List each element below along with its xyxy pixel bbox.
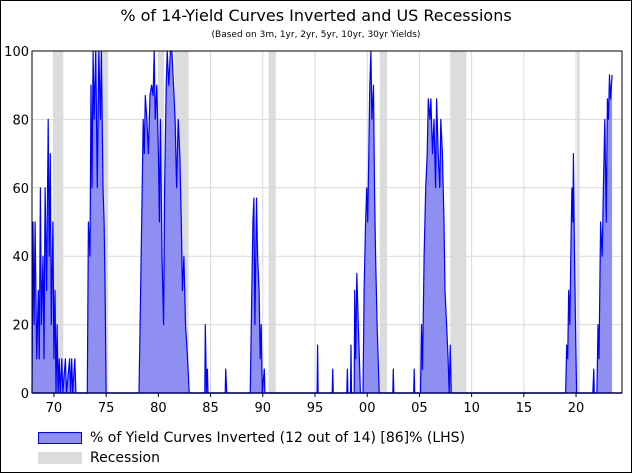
legend-swatch-series	[38, 432, 82, 444]
x-tick-label-9: 15	[516, 401, 533, 416]
recession-band-5	[268, 51, 276, 393]
y-tick-label-0: 0	[21, 387, 29, 402]
recession-bands	[52, 51, 580, 393]
x-tick-label-5: 95	[307, 401, 324, 416]
gridlines	[32, 51, 622, 393]
x-axis: 70 75 80 85 90 95 00 05 10 15 20	[46, 393, 585, 416]
x-tick-label-10: 20	[568, 401, 585, 416]
plot-border	[31, 50, 623, 394]
y-tick-label-2: 40	[12, 250, 29, 265]
y-tick-label-5: 100	[4, 45, 29, 60]
x-tick-label-6: 00	[359, 401, 376, 416]
x-tick-label-7: 05	[411, 401, 428, 416]
y-tick-label-4: 80	[12, 113, 29, 128]
y-axis: 0 20 40 60 80 100	[4, 45, 29, 402]
inversion-area	[31, 50, 622, 394]
inversion-area-fill	[32, 51, 613, 393]
y-tick-label-3: 60	[12, 182, 29, 197]
x-tick-label-8: 10	[463, 401, 480, 416]
x-tick-label-4: 90	[255, 401, 272, 416]
inversion-line	[31, 50, 613, 394]
legend: % of Yield Curves Inverted (12 out of 14…	[38, 428, 465, 468]
legend-label-recession: Recession	[90, 450, 160, 466]
x-tick-label-0: 70	[46, 401, 63, 416]
legend-swatch-recession	[38, 452, 82, 464]
legend-item-series: % of Yield Curves Inverted (12 out of 14…	[38, 428, 465, 448]
legend-item-recession: Recession	[38, 448, 465, 468]
recession-band-8	[577, 51, 580, 393]
recession-band-1	[52, 51, 64, 393]
x-tick-label-3: 85	[202, 401, 219, 416]
chart-title: % of 14-Yield Curves Inverted and US Rec…	[120, 6, 512, 25]
recession-band-7	[450, 51, 467, 393]
y-tick-label-1: 20	[12, 319, 29, 334]
x-tick-label-2: 80	[150, 401, 167, 416]
legend-label-series: % of Yield Curves Inverted (12 out of 14…	[90, 430, 466, 446]
chart-subtitle: (Based on 3m, 1yr, 2yr, 5yr, 10yr, 30yr …	[211, 30, 421, 40]
recession-band-6	[379, 51, 388, 393]
x-tick-label-1: 75	[98, 401, 115, 416]
